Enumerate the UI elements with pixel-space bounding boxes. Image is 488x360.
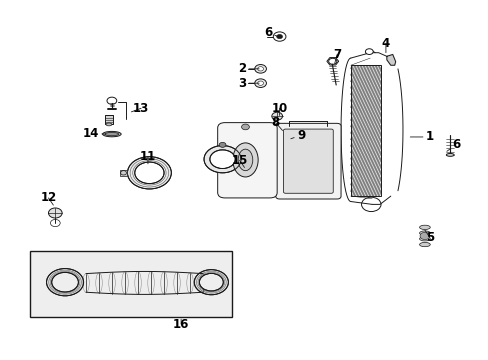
Circle shape — [257, 67, 263, 71]
FancyBboxPatch shape — [217, 123, 277, 198]
Ellipse shape — [446, 153, 453, 156]
Text: 7: 7 — [332, 48, 341, 63]
Text: 4: 4 — [381, 37, 389, 53]
Ellipse shape — [105, 132, 119, 136]
Ellipse shape — [232, 143, 258, 177]
Text: 16: 16 — [173, 318, 189, 331]
Text: 2: 2 — [238, 62, 259, 75]
Circle shape — [199, 273, 223, 291]
Circle shape — [203, 145, 241, 173]
Text: 10: 10 — [271, 102, 287, 116]
Text: 3: 3 — [238, 77, 259, 90]
Circle shape — [257, 81, 263, 85]
Circle shape — [135, 162, 163, 184]
Text: 5: 5 — [424, 230, 433, 244]
Ellipse shape — [419, 242, 429, 247]
Text: 1: 1 — [409, 130, 433, 144]
Text: 12: 12 — [41, 192, 57, 205]
Circle shape — [194, 270, 228, 295]
Bar — [105, 116, 113, 125]
Text: 13: 13 — [131, 102, 149, 115]
Ellipse shape — [419, 231, 429, 235]
Ellipse shape — [419, 225, 429, 229]
Circle shape — [271, 112, 282, 120]
FancyBboxPatch shape — [275, 123, 340, 199]
Text: 9: 9 — [290, 129, 305, 142]
Circle shape — [254, 79, 266, 87]
Circle shape — [127, 157, 171, 189]
Ellipse shape — [106, 123, 112, 126]
Circle shape — [254, 64, 266, 73]
Text: 8: 8 — [271, 116, 282, 131]
Circle shape — [219, 142, 225, 147]
Bar — [30, 251, 232, 317]
Bar — [350, 65, 380, 196]
Circle shape — [365, 49, 372, 54]
Ellipse shape — [102, 131, 121, 137]
Bar — [120, 170, 127, 176]
Circle shape — [276, 35, 282, 39]
Circle shape — [241, 124, 249, 130]
Ellipse shape — [238, 149, 252, 171]
FancyBboxPatch shape — [283, 129, 332, 193]
Circle shape — [48, 208, 62, 218]
Ellipse shape — [419, 237, 429, 241]
Text: 14: 14 — [82, 127, 105, 140]
Polygon shape — [386, 54, 395, 65]
Text: 6: 6 — [446, 138, 460, 151]
Circle shape — [52, 273, 78, 292]
Bar — [350, 65, 380, 196]
Text: 11: 11 — [140, 150, 156, 164]
Circle shape — [46, 269, 83, 296]
Circle shape — [209, 150, 235, 168]
Circle shape — [419, 232, 429, 239]
Text: 15: 15 — [231, 154, 247, 167]
Text: 6: 6 — [263, 27, 278, 40]
